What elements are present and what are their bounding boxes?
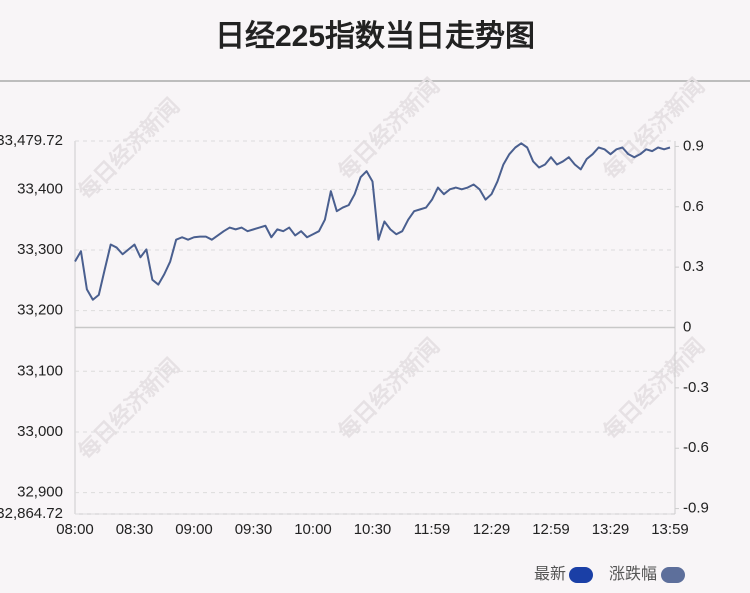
- y2-tick-label: 0: [683, 318, 691, 335]
- y-tick-label: 32,900: [17, 484, 63, 501]
- y-tick-label: 33,000: [17, 423, 63, 440]
- x-tick-label: 08:30: [116, 521, 154, 538]
- x-tick-label: 09:30: [235, 521, 273, 538]
- legend-swatch: [661, 567, 685, 583]
- y-tick-label: 33,479.72: [0, 132, 63, 149]
- x-tick-label: 09:00: [175, 521, 213, 538]
- x-tick-label: 13:59: [651, 521, 689, 538]
- x-tick-label: 12:29: [473, 521, 511, 538]
- legend-label: 涨跌幅: [609, 565, 657, 583]
- y-tick-label: 33,200: [17, 302, 63, 319]
- y2-tick-label: -0.9: [683, 500, 709, 517]
- x-tick-label: 10:00: [294, 521, 332, 538]
- x-tick-label: 12:59: [532, 521, 570, 538]
- legend-swatch: [569, 567, 593, 583]
- y-tick-label: 33,400: [17, 180, 63, 197]
- y2-tick-label: 0.3: [683, 258, 704, 275]
- y-tick-label: 32,864.72: [0, 505, 63, 522]
- legend-label: 最新: [534, 565, 566, 583]
- y-tick-label: 33,300: [17, 241, 63, 258]
- y2-tick-label: 0.6: [683, 198, 704, 215]
- x-tick-label: 10:30: [354, 521, 392, 538]
- price-line: [74, 142, 671, 301]
- y2-tick-label: 0.9: [683, 137, 704, 154]
- x-tick-label: 11:59: [414, 521, 450, 538]
- chart-title: 日经225指数当日走势图: [215, 19, 535, 53]
- y-tick-label: 33,100: [17, 362, 63, 379]
- x-tick-label: 08:00: [56, 521, 94, 538]
- y2-tick-label: -0.3: [683, 379, 709, 396]
- y2-tick-label: -0.6: [683, 439, 709, 456]
- x-tick-label: 13:29: [592, 521, 630, 538]
